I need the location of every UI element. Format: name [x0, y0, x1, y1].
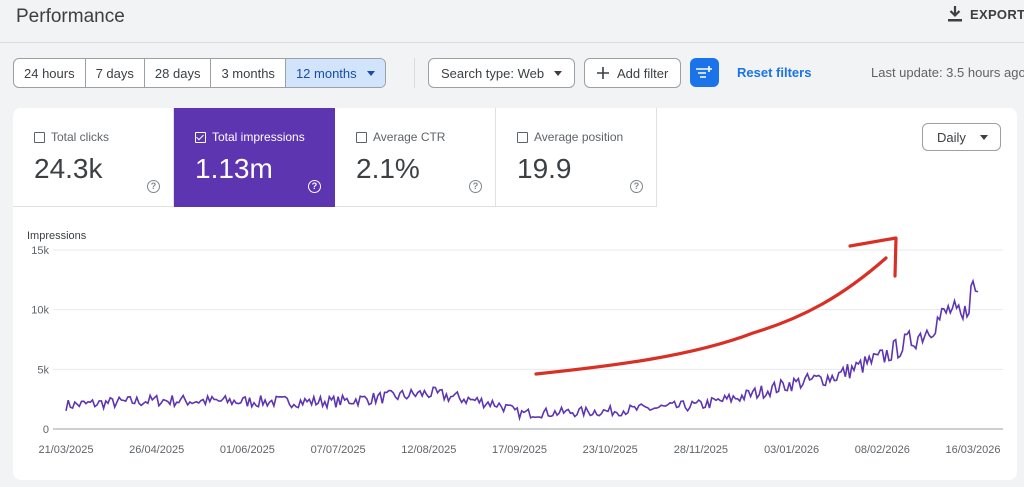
help-icon[interactable]: ?: [147, 180, 160, 193]
annotation-arrow-shaft: [534, 256, 888, 376]
x-tick-label: 08/02/2026: [855, 444, 910, 456]
metric-label: Average CTR: [373, 130, 446, 144]
checkbox[interactable]: [34, 131, 45, 143]
toolbar-divider: [414, 58, 415, 88]
metric-total-impressions[interactable]: Total impressions 1.13m ?: [174, 108, 335, 207]
x-axis-ticks: 21/03/2025 26/04/2025 01/06/2025 07/07/2025…: [38, 444, 1000, 456]
x-tick-label: 07/07/2025: [311, 444, 366, 456]
y-axis-title: Impressions: [27, 230, 87, 242]
granularity-label: Daily: [937, 129, 966, 145]
y-tick-label: 15k: [31, 245, 49, 257]
search-type-label: Search type: Web: [441, 65, 545, 81]
page-header: Performance EXPORT: [0, 0, 1024, 38]
add-filter-button[interactable]: Add filter: [584, 58, 682, 88]
x-tick-label: 28/11/2025: [674, 444, 728, 456]
metric-value: 19.9: [517, 153, 572, 184]
export-button[interactable]: EXPORT: [948, 6, 1024, 22]
checkbox[interactable]: [356, 131, 367, 143]
range-label: 24 hours: [24, 65, 75, 81]
y-tick-label: 5k: [37, 364, 49, 376]
y-tick-label: 10k: [31, 305, 49, 317]
metric-total-clicks[interactable]: Total clicks 24.3k ?: [13, 108, 174, 207]
page-title: Performance: [16, 6, 125, 27]
checkbox[interactable]: [517, 131, 528, 143]
x-tick-label: 03/01/2026: [764, 444, 819, 456]
x-tick-label: 21/03/2025: [38, 444, 93, 456]
header-divider: [0, 42, 1024, 43]
impressions-chart: Impressions 15k 10k 5k 0 21/03/2025 26/04/20…: [27, 230, 1003, 456]
metric-label: Total impressions: [212, 130, 305, 144]
plus-icon: [597, 67, 609, 79]
add-filter-label: Add filter: [617, 65, 669, 81]
performance-card: Total clicks 24.3k ? Total impressions 1…: [13, 108, 1017, 480]
range-24-hours[interactable]: 24 hours: [14, 59, 86, 87]
metric-average-ctr[interactable]: Average CTR 2.1% ?: [335, 108, 496, 207]
search-type-dropdown[interactable]: Search type: Web: [428, 58, 576, 88]
checkbox[interactable]: [195, 131, 206, 143]
help-icon[interactable]: ?: [308, 180, 321, 193]
metric-value: 2.1%: [356, 153, 420, 184]
x-tick-label: 17/09/2025: [492, 444, 547, 456]
range-label: 12 months: [295, 65, 357, 81]
caret-down-icon: [366, 70, 375, 76]
help-icon[interactable]: ?: [630, 180, 643, 193]
annotation-arrow-head: [848, 236, 898, 278]
reset-filters-link[interactable]: Reset filters: [737, 65, 812, 80]
range-label: 7 days: [95, 65, 134, 81]
caret-down-icon: [554, 70, 563, 76]
range-3-months[interactable]: 3 months: [211, 59, 286, 87]
metric-label: Average position: [534, 130, 624, 144]
chart-grid: [53, 249, 1003, 430]
x-tick-label: 16/03/2026: [945, 444, 1000, 456]
help-icon[interactable]: ?: [469, 180, 482, 193]
x-tick-label: 26/04/2025: [129, 444, 184, 456]
metric-value: 24.3k: [34, 153, 103, 184]
y-tick-label: 0: [43, 424, 49, 436]
y-axis-ticks: 15k 10k 5k 0: [31, 245, 49, 436]
metric-value: 1.13m: [195, 153, 273, 184]
x-tick-label: 01/06/2025: [220, 444, 275, 456]
range-label: 3 months: [221, 65, 275, 81]
x-tick-label: 23/10/2025: [583, 444, 638, 456]
export-label: EXPORT: [970, 6, 1024, 22]
impressions-line: [65, 278, 979, 422]
date-range-selector: 24 hours 7 days 28 days 3 months 12 mont…: [13, 58, 386, 88]
last-update-text: Last update: 3.5 hours ago: [871, 65, 1024, 80]
metric-label: Total clicks: [51, 130, 110, 144]
x-tick-label: 12/08/2025: [401, 444, 456, 456]
filter-options-button[interactable]: [690, 58, 719, 87]
metric-average-position[interactable]: Average position 19.9 ?: [496, 108, 657, 207]
range-12-months[interactable]: 12 months: [285, 59, 385, 87]
range-28-days[interactable]: 28 days: [145, 59, 212, 87]
range-7-days[interactable]: 7 days: [86, 59, 145, 87]
filter-icon: [696, 66, 712, 78]
range-label: 28 days: [154, 65, 201, 81]
download-icon: [948, 6, 962, 22]
caret-down-icon: [979, 134, 988, 140]
granularity-dropdown[interactable]: Daily: [922, 123, 1001, 151]
